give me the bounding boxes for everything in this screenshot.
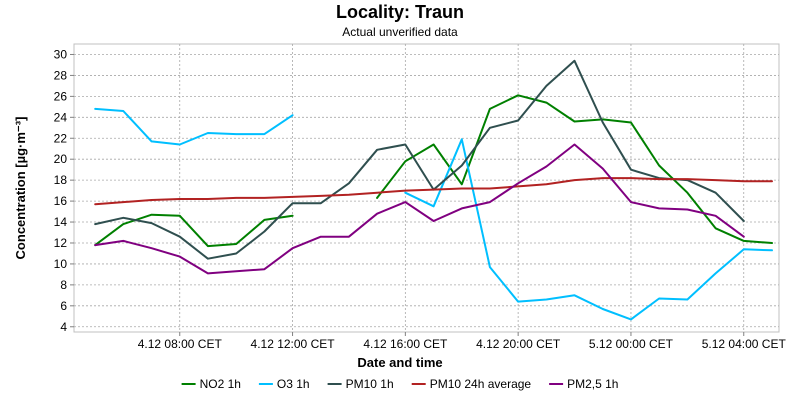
- series-line-o3-1h: [94, 107, 294, 146]
- x-gridlines: [179, 44, 745, 332]
- y-tick-label: 28: [54, 68, 68, 82]
- y-tick-label: 16: [54, 194, 68, 208]
- x-tick-label: 4.12 20:00 CET: [476, 337, 561, 351]
- legend-label: PM10 1h: [346, 377, 394, 391]
- y-tick-label: 18: [54, 173, 68, 187]
- legend-label: O3 1h: [277, 377, 310, 391]
- series-layer: [94, 59, 773, 321]
- y-tick-label: 4: [60, 320, 67, 334]
- series-line-no2-1h: [94, 213, 294, 248]
- x-axis-label: Date and time: [357, 355, 442, 370]
- legend-item: PM10 24h average: [411, 377, 532, 391]
- x-tick-label: 5.12 00:00 CET: [589, 337, 674, 351]
- legend-item: PM2,5 1h: [549, 377, 618, 391]
- y-tick-label: 12: [54, 236, 68, 250]
- x-axis: 4.12 08:00 CET 4.12 12:00 CET 4.12 16:00 C…: [138, 332, 787, 351]
- legend-label: PM2,5 1h: [567, 377, 618, 391]
- y-tick-label: 24: [54, 110, 68, 124]
- y-tick-label: 6: [60, 299, 67, 313]
- y-axis-label: Concentration [µg·m⁻³]: [13, 117, 28, 260]
- y-tick-label: 22: [54, 131, 68, 145]
- chart-subtitle: Actual unverified data: [342, 25, 458, 39]
- x-tick-label: 4.12 16:00 CET: [363, 337, 448, 351]
- series-line-pm10-24h-average: [94, 177, 773, 206]
- legend-item: NO2 1h: [181, 377, 241, 391]
- legend-label: NO2 1h: [200, 377, 241, 391]
- y-tick-label: 26: [54, 89, 68, 103]
- y-tick-label: 30: [54, 47, 68, 61]
- x-tick-label: 4.12 12:00 CET: [251, 337, 336, 351]
- y-tick-label: 20: [54, 152, 68, 166]
- plot-area: [73, 43, 780, 333]
- y-tick-label: 8: [60, 278, 67, 292]
- x-tick-label: 5.12 04:00 CET: [702, 337, 787, 351]
- x-tick-label: 4.12 08:00 CET: [138, 337, 223, 351]
- series-line-pm10-1h: [94, 59, 745, 260]
- y-tick-label: 14: [54, 215, 68, 229]
- legend-label: PM10 24h average: [430, 377, 532, 391]
- chart-title: Locality: Traun: [336, 2, 464, 22]
- y-axis: 4 6 8 10 12 14 16 18 20 22 24 26 28 30: [54, 47, 74, 334]
- legend-item: O3 1h: [258, 377, 310, 391]
- y-tick-label: 10: [54, 257, 68, 271]
- legend-item: PM10 1h: [327, 377, 394, 391]
- legend: NO2 1h O3 1h PM10 1h PM10 24h average PM2,5 …: [181, 377, 618, 391]
- series-line-pm2-5-1h: [94, 143, 745, 275]
- series-line-no2-1h: [376, 94, 773, 244]
